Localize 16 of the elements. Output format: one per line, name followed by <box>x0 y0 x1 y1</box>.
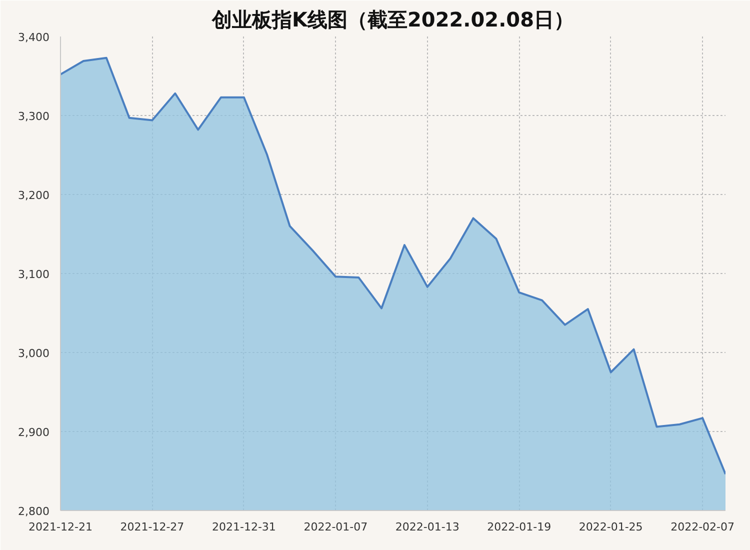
x-tick-label: 2022-01-13 <box>395 520 460 534</box>
y-tick-label: 2,900 <box>18 426 50 439</box>
x-tick-label: 2022-02-07 <box>670 520 735 534</box>
y-tick-label: 3,400 <box>18 31 50 44</box>
y-tick-label: 2,800 <box>18 505 50 518</box>
y-tick-label: 3,100 <box>18 268 50 281</box>
y-tick-label: 3,000 <box>18 347 50 360</box>
x-tick-label: 2022-01-19 <box>487 520 552 534</box>
x-tick-label: 2021-12-21 <box>28 520 92 534</box>
y-tick-label: 3,300 <box>18 110 50 123</box>
y-tick-label: 3,200 <box>18 189 50 202</box>
chart-title: 创业板指K线图（截至2022.02.08日） <box>210 8 574 32</box>
x-tick-label: 2022-01-07 <box>304 520 368 534</box>
x-tick-label: 2021-12-27 <box>120 520 184 534</box>
x-tick-label: 2022-01-25 <box>578 520 643 534</box>
x-tick-label: 2021-12-31 <box>212 520 276 534</box>
